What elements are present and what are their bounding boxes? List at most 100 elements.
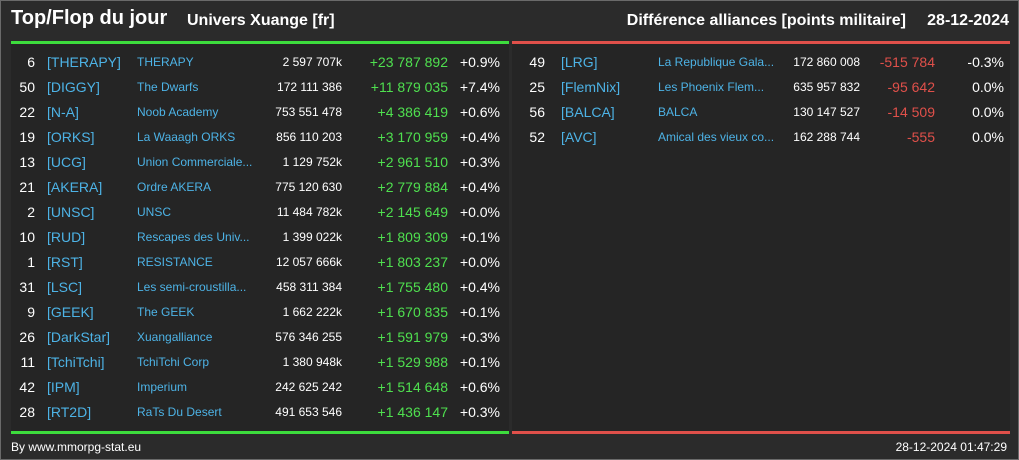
page-title: Top/Flop du jour xyxy=(11,7,168,29)
alliance-points: 856 110 203 xyxy=(276,130,342,144)
flop-panel: 49 [LRG] La Republique Gala... 172 860 008-… xyxy=(512,41,1010,434)
alliance-rank: 1 xyxy=(27,254,35,270)
alliance-row: 25 [FlemNix] Les Phoenix Flem... 635 957 83… xyxy=(512,75,1010,100)
alliance-diff: +1 809 309 xyxy=(377,229,448,245)
footer-timestamp: 28-12-2024 01:47:29 xyxy=(895,440,1007,454)
alliance-percent: +0.3% xyxy=(459,154,500,170)
alliance-tag-link[interactable]: [GEEK] xyxy=(47,304,94,320)
alliance-points: 1 399 022k xyxy=(282,230,342,244)
alliance-diff: +1 514 648 xyxy=(377,379,448,395)
alliance-percent: 0.0% xyxy=(972,104,1004,120)
alliance-diff: +1 755 480 xyxy=(377,279,448,295)
alliance-diff: +2 961 510 xyxy=(377,154,448,170)
header: Top/Flop du jour Univers Xuange [fr] Dif… xyxy=(1,1,1019,41)
top-panel: 6 [THERAPY] THERAPY 2 597 707k +23 787 892 +0… xyxy=(11,41,509,434)
alliance-tag-link[interactable]: [UNSC] xyxy=(47,204,95,220)
alliance-tag-link[interactable]: [AKERA] xyxy=(47,179,103,195)
alliance-row: 11 [TchiTchi] TchiTchi Corp 1 380 948k +1 52… xyxy=(11,350,509,375)
alliance-rank: 26 xyxy=(19,329,35,345)
alliance-row: 56 [BALCA] BALCA 130 147 527 -14 509 0.0% xyxy=(512,100,1010,125)
alliance-rank: 52 xyxy=(529,129,545,145)
alliance-diff: +23 787 892 xyxy=(369,54,448,70)
alliance-points: 162 288 744 xyxy=(793,130,860,144)
alliance-rank: 21 xyxy=(19,179,35,195)
alliance-percent: +0.1% xyxy=(459,229,500,245)
alliance-tag-link[interactable]: [LRG] xyxy=(561,54,598,70)
alliance-tag-link[interactable]: [THERAPY] xyxy=(47,54,121,70)
alliance-row: 19 [ORKS] La Waaagh ORKS 856 110 203 +3 170 … xyxy=(11,125,509,150)
alliance-points: 775 120 630 xyxy=(275,180,342,194)
alliance-tag-link[interactable]: [RST] xyxy=(47,254,83,270)
alliance-tag-link[interactable]: [TchiTchi] xyxy=(47,354,105,370)
alliance-points: 491 653 546 xyxy=(275,405,342,419)
alliance-row: 10 [RUD] Rescapes des Univ... 1 399 022k +1 … xyxy=(11,225,509,250)
alliance-diff: -515 784 xyxy=(879,54,935,70)
alliance-tag-link[interactable]: [LSC] xyxy=(47,279,83,295)
alliance-row: 2 [UNSC] UNSC 11 484 782k +2 145 649 +0.0% xyxy=(11,200,509,225)
alliance-percent: +0.0% xyxy=(459,204,500,220)
alliance-diff: +2 779 884 xyxy=(377,179,448,195)
ranking-date: 28-12-2024 xyxy=(927,12,1009,29)
alliance-rank: 11 xyxy=(20,354,35,370)
alliance-percent: +0.4% xyxy=(459,129,500,145)
alliance-percent: +0.4% xyxy=(459,279,500,295)
alliance-row: 50 [DIGGY] The Dwarfs 172 111 386 +11 879 03… xyxy=(11,75,509,100)
alliance-points: 2 597 707k xyxy=(282,55,342,69)
alliance-tag-link[interactable]: [IPM] xyxy=(47,379,80,395)
alliance-percent: +0.6% xyxy=(459,379,500,395)
alliance-percent: 0.0% xyxy=(972,79,1004,95)
alliance-row: 21 [AKERA] Ordre AKERA 775 120 630 +2 779 88… xyxy=(11,175,509,200)
alliance-tag-link[interactable]: [DarkStar] xyxy=(47,329,111,345)
alliance-tag-link[interactable]: [UCG] xyxy=(47,154,86,170)
alliance-row: 31 [LSC] Les semi-croustilla... 458 311 384… xyxy=(11,275,509,300)
alliance-tag-link[interactable]: [RUD] xyxy=(47,229,86,245)
alliance-tag-link[interactable]: [DIGGY] xyxy=(47,79,100,95)
alliance-points: 1 662 222k xyxy=(282,305,342,319)
alliance-rank: 28 xyxy=(19,404,35,420)
alliance-row: 52 [AVC] Amical des vieux co... 162 288 744… xyxy=(512,125,1010,150)
alliance-rank: 9 xyxy=(27,304,35,320)
alliance-rank: 49 xyxy=(529,54,545,70)
alliance-tag-link[interactable]: [AVC] xyxy=(561,129,597,145)
alliance-tag-link[interactable]: [RT2D] xyxy=(47,404,92,420)
alliance-rank: 50 xyxy=(19,79,35,95)
alliance-tag-link[interactable]: [FlemNix] xyxy=(561,79,621,95)
alliance-diff: +1 591 979 xyxy=(377,329,448,345)
alliance-percent: +0.1% xyxy=(459,304,500,320)
alliance-rank: 25 xyxy=(529,79,545,95)
alliance-diff: -95 642 xyxy=(887,79,935,95)
alliance-rank: 19 xyxy=(19,129,35,145)
alliance-points: 753 551 478 xyxy=(275,105,342,119)
alliance-diff: +1 436 147 xyxy=(377,404,448,420)
alliance-tag-link[interactable]: [BALCA] xyxy=(561,104,615,120)
alliance-points: 576 346 255 xyxy=(275,330,342,344)
alliance-percent: +0.6% xyxy=(459,104,500,120)
alliance-diff: +2 145 649 xyxy=(377,204,448,220)
alliance-diff: -555 xyxy=(906,129,935,145)
alliance-tag-link[interactable]: [N-A] xyxy=(47,104,79,120)
alliance-points: 11 484 782k xyxy=(276,205,342,219)
credit-link[interactable]: By www.mmorpg-stat.eu xyxy=(11,440,142,454)
alliance-points: 130 147 527 xyxy=(793,105,860,119)
alliance-points: 1 380 948k xyxy=(282,355,342,369)
alliance-rank: 6 xyxy=(27,54,35,70)
alliance-points: 12 057 666k xyxy=(275,255,342,269)
alliance-points: 172 111 386 xyxy=(277,80,342,94)
ranking-subtitle: Différence alliances [points militaire] xyxy=(626,12,906,29)
alliance-diff: +4 386 419 xyxy=(377,104,448,120)
alliance-diff: +1 529 988 xyxy=(377,354,448,370)
alliance-row: 6 [THERAPY] THERAPY 2 597 707k +23 787 892 +0… xyxy=(11,50,509,75)
alliance-points: 172 860 008 xyxy=(793,55,860,69)
universe-label: Univers Xuange [fr] xyxy=(187,12,335,29)
alliance-percent: +0.9% xyxy=(459,54,500,70)
alliance-percent: +0.0% xyxy=(459,254,500,270)
alliance-points: 242 625 242 xyxy=(275,380,342,394)
alliance-rank: 42 xyxy=(19,379,35,395)
alliance-rank: 2 xyxy=(27,204,35,220)
alliance-points: 1 129 752k xyxy=(282,155,342,169)
alliance-tag-link[interactable]: [ORKS] xyxy=(47,129,95,145)
alliance-percent: +0.1% xyxy=(459,354,500,370)
alliance-percent: +0.3% xyxy=(459,404,500,420)
alliance-rank: 22 xyxy=(19,104,35,120)
